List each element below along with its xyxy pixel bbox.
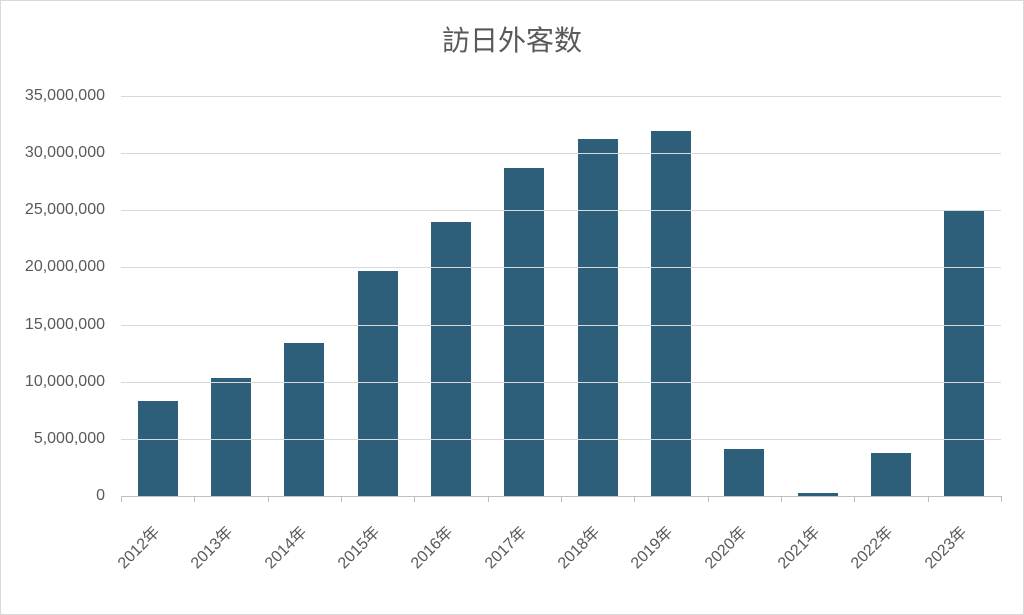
x-tick	[194, 496, 195, 502]
gridline	[121, 96, 1001, 97]
bar	[358, 271, 398, 496]
y-tick-label: 20,000,000	[25, 258, 105, 276]
y-tick-label: 25,000,000	[25, 201, 105, 219]
x-tick	[928, 496, 929, 502]
bar	[138, 401, 178, 496]
gridline	[121, 267, 1001, 268]
x-tick	[708, 496, 709, 502]
x-tick	[121, 496, 122, 502]
bars-group	[121, 96, 1001, 496]
gridline	[121, 210, 1001, 211]
bar	[724, 449, 764, 496]
x-tick-label: 2015年	[331, 520, 384, 573]
gridline	[121, 382, 1001, 383]
x-tick-label: 2012年	[111, 520, 164, 573]
x-tick	[854, 496, 855, 502]
x-tick-label: 2022年	[844, 520, 897, 573]
x-tick-label: 2017年	[477, 520, 530, 573]
gridline	[121, 439, 1001, 440]
chart-title: 訪日外客数	[1, 19, 1023, 59]
bar	[871, 453, 911, 496]
x-tick	[488, 496, 489, 502]
x-tick	[268, 496, 269, 502]
y-tick-label: 30,000,000	[25, 144, 105, 162]
x-tick	[1001, 496, 1002, 502]
x-tick-label: 2014年	[257, 520, 310, 573]
bar	[211, 378, 251, 496]
x-tick	[561, 496, 562, 502]
y-tick-label: 35,000,000	[25, 87, 105, 105]
x-tick	[341, 496, 342, 502]
x-tick-label: 2023年	[917, 520, 970, 573]
x-axis-labels: 2012年2013年2014年2015年2016年2017年2018年2019年…	[121, 508, 1001, 598]
x-tick-label: 2016年	[404, 520, 457, 573]
bar	[504, 168, 544, 496]
gridline	[121, 153, 1001, 154]
plot-area	[121, 96, 1001, 496]
x-tick-label: 2019年	[624, 520, 677, 573]
y-axis-labels: 05,000,00010,000,00015,000,00020,000,000…	[1, 96, 113, 496]
x-tick-label: 2021年	[771, 520, 824, 573]
y-tick-label: 5,000,000	[34, 430, 105, 448]
y-tick-label: 0	[96, 487, 105, 505]
chart-container: 訪日外客数 0 5,000,000 10,000,000 15,000,000 20,0…	[0, 0, 1024, 615]
x-tick-label: 2020年	[697, 520, 750, 573]
y-tick-label: 10,000,000	[25, 373, 105, 391]
bar	[651, 131, 691, 496]
bar	[578, 139, 618, 496]
x-tick-label: 2013年	[184, 520, 237, 573]
x-tick-label: 2018年	[551, 520, 604, 573]
gridline	[121, 325, 1001, 326]
x-tick	[781, 496, 782, 502]
bar	[284, 343, 324, 496]
x-tick	[634, 496, 635, 502]
bar	[944, 210, 984, 496]
y-tick-label: 15,000,000	[25, 316, 105, 334]
x-tick	[414, 496, 415, 502]
bar	[431, 222, 471, 496]
